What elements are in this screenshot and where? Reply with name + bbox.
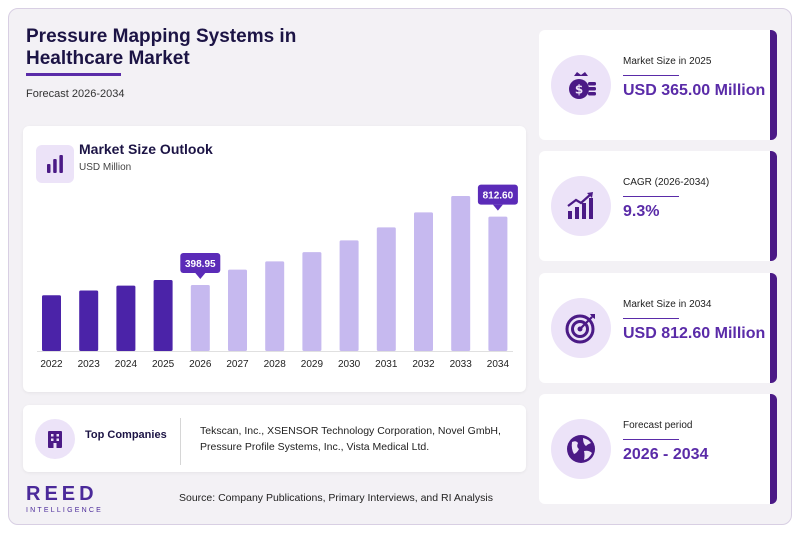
x-tick-label: 2026	[189, 359, 212, 370]
stat-rule	[623, 318, 679, 319]
companies-divider	[180, 418, 181, 465]
page-title: Pressure Mapping Systems in Healthcare M…	[26, 26, 297, 69]
callout-label: 812.60	[483, 191, 514, 202]
stat-card-forecast-period: Forecast period 2026 - 2034	[539, 394, 777, 504]
x-tick-label: 2034	[487, 359, 510, 370]
x-tick-label: 2030	[338, 359, 361, 370]
bar-2023	[79, 290, 99, 351]
money-bag-icon: $	[551, 55, 611, 115]
logo-wordmark: REED	[26, 483, 98, 505]
chart-unit-label: USD Million	[79, 162, 132, 173]
bar-2027	[228, 269, 247, 351]
x-tick-label: 2033	[450, 359, 473, 370]
bar-2026	[190, 285, 210, 351]
logo-tagline: INTELLIGENCE	[26, 507, 103, 514]
reed-intelligence-logo: REED INTELLIGENCE	[26, 483, 103, 514]
bar-2024	[116, 285, 136, 351]
stat-label: Forecast period	[623, 420, 693, 431]
x-tick-label: 2028	[264, 359, 287, 370]
globe-icon	[551, 419, 611, 479]
callout-label: 398.95	[185, 259, 216, 270]
x-tick-label: 2022	[40, 359, 63, 370]
bar-2028	[265, 261, 285, 351]
building-icon	[35, 419, 75, 459]
svg-text:$: $	[575, 83, 583, 97]
stat-rule	[623, 75, 679, 76]
title-underline	[26, 73, 121, 76]
page-subtitle: Forecast 2026-2034	[26, 88, 125, 100]
top-companies-label: Top Companies	[85, 429, 167, 441]
source-note: Source: Company Publications, Primary In…	[179, 492, 493, 504]
x-tick-label: 2029	[301, 359, 324, 370]
value-callout-2034: 812.60	[477, 184, 518, 211]
x-tick-label: 2027	[226, 359, 249, 370]
x-tick-label: 2025	[152, 359, 175, 370]
stat-card-market-size-2034: Market Size in 2034 USD 812.60 Million	[539, 273, 777, 383]
bar-2033	[451, 196, 471, 351]
bar-2025	[153, 280, 173, 351]
bar-2031	[376, 227, 396, 351]
stat-rule	[623, 196, 679, 197]
top-companies-card: Top Companies Tekscan, Inc., XSENSOR Tec…	[23, 405, 526, 472]
stat-label: Market Size in 2034	[623, 299, 712, 310]
stat-value: 9.3%	[623, 203, 660, 220]
stat-value: USD 812.60 Million	[623, 325, 766, 342]
bar-chart-icon	[36, 145, 74, 183]
x-tick-label: 2032	[412, 359, 435, 370]
chart-title: Market Size Outlook	[79, 141, 213, 157]
x-tick-label: 2031	[375, 359, 398, 370]
bar-2022	[42, 295, 61, 351]
growth-chart-icon	[551, 176, 611, 236]
x-tick-label: 2024	[115, 359, 138, 370]
chart-card: Market Size Outlook USD Million 2022 2023…	[23, 126, 526, 392]
target-icon	[551, 298, 611, 358]
bar-chart: 2022 2023 2024 2025 2026 2027 2028 2029 2030 2031…	[37, 184, 518, 370]
stat-value: 2026 - 2034	[623, 446, 709, 463]
bar-2030	[339, 240, 359, 351]
bar-2029	[302, 252, 322, 351]
stat-card-market-size-2025: $ Market Size in 2025 USD 365.00 Million	[539, 30, 777, 140]
x-tick-label: 2023	[78, 359, 101, 370]
bar-2032	[414, 212, 433, 351]
bar-2034	[488, 216, 508, 351]
stat-label: Market Size in 2025	[623, 56, 712, 67]
value-callout-2026: 398.95	[180, 253, 221, 280]
stat-rule	[623, 439, 679, 440]
stat-label: CAGR (2026-2034)	[623, 177, 710, 188]
stat-card-cagr: CAGR (2026-2034) 9.3%	[539, 151, 777, 261]
top-companies-list: Tekscan, Inc., XSENSOR Technology Corpor…	[200, 425, 501, 453]
stat-value: USD 365.00 Million	[623, 82, 766, 99]
